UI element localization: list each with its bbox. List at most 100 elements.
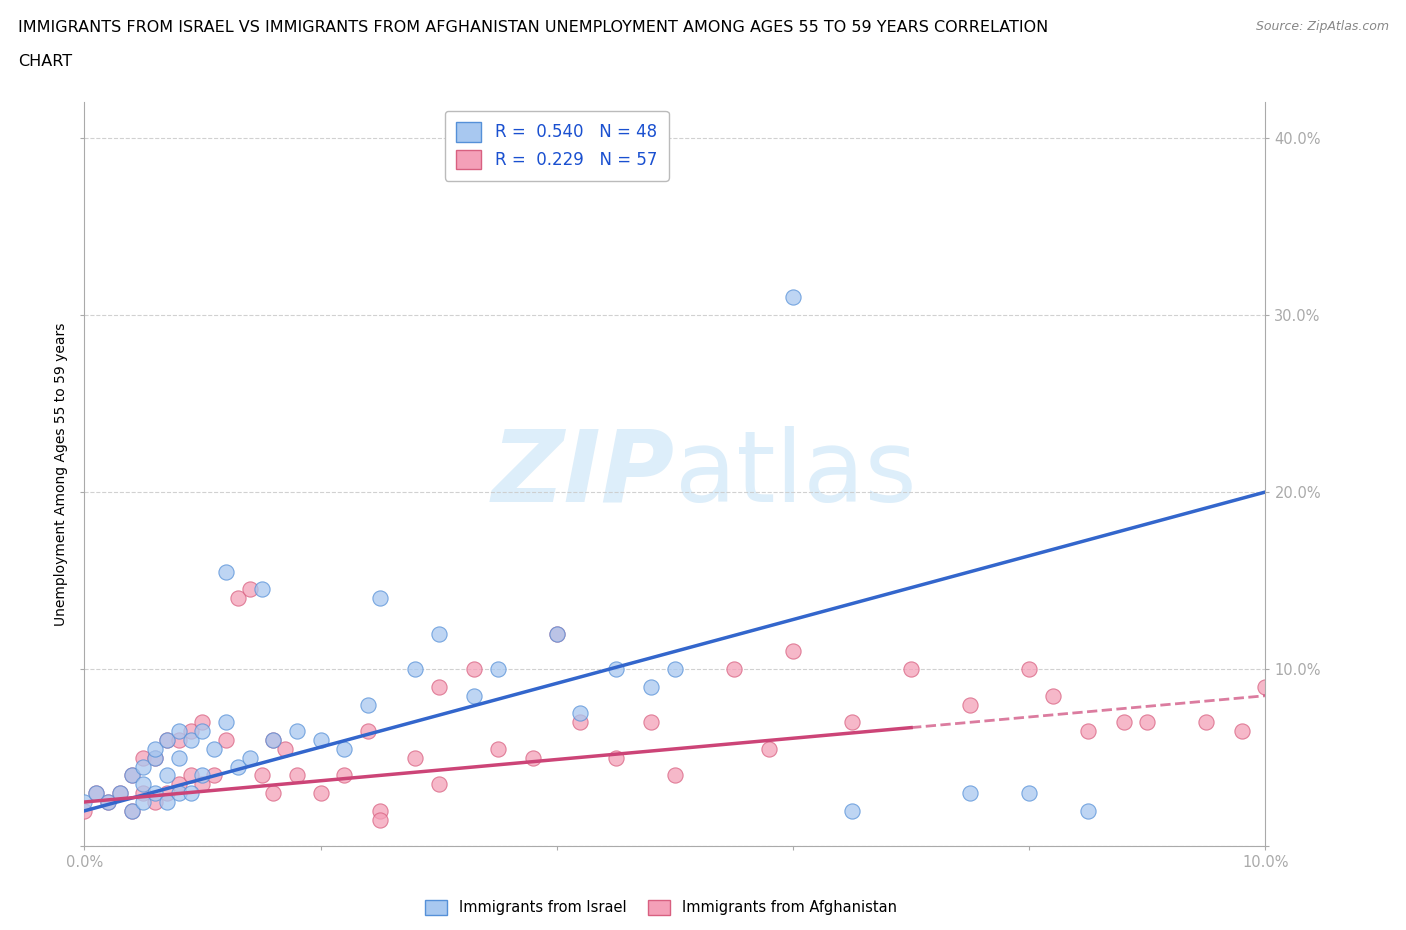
Point — [108, 786, 131, 801]
Point — [486, 662, 509, 677]
Point — [167, 777, 190, 791]
Point — [368, 812, 391, 827]
Point — [202, 741, 225, 756]
Point — [605, 751, 627, 765]
Point — [427, 626, 450, 641]
Point — [309, 786, 332, 801]
Point — [167, 733, 190, 748]
Point — [191, 724, 214, 738]
Point — [1018, 662, 1040, 677]
Point — [959, 786, 981, 801]
Point — [404, 751, 426, 765]
Point — [640, 680, 662, 695]
Y-axis label: Unemployment Among Ages 55 to 59 years: Unemployment Among Ages 55 to 59 years — [55, 323, 69, 626]
Point — [463, 688, 485, 703]
Point — [97, 794, 120, 809]
Point — [569, 715, 592, 730]
Point — [143, 751, 166, 765]
Point — [143, 794, 166, 809]
Point — [357, 698, 380, 712]
Point — [368, 591, 391, 605]
Point — [1254, 680, 1277, 695]
Point — [180, 786, 202, 801]
Point — [239, 582, 262, 597]
Text: IMMIGRANTS FROM ISRAEL VS IMMIGRANTS FROM AFGHANISTAN UNEMPLOYMENT AMONG AGES 55: IMMIGRANTS FROM ISRAEL VS IMMIGRANTS FRO… — [18, 20, 1049, 35]
Point — [285, 768, 308, 783]
Point — [97, 794, 120, 809]
Point — [640, 715, 662, 730]
Point — [664, 768, 686, 783]
Point — [202, 768, 225, 783]
Point — [156, 768, 179, 783]
Point — [841, 804, 863, 818]
Point — [1230, 724, 1253, 738]
Point — [143, 751, 166, 765]
Point — [1112, 715, 1135, 730]
Point — [73, 804, 96, 818]
Point — [1195, 715, 1218, 730]
Point — [143, 741, 166, 756]
Point — [121, 804, 143, 818]
Point — [191, 777, 214, 791]
Text: ZIP: ZIP — [492, 426, 675, 523]
Point — [309, 733, 332, 748]
Point — [121, 768, 143, 783]
Point — [191, 768, 214, 783]
Point — [285, 724, 308, 738]
Point — [121, 768, 143, 783]
Point — [546, 626, 568, 641]
Point — [546, 626, 568, 641]
Point — [427, 777, 450, 791]
Point — [132, 759, 155, 774]
Point — [121, 804, 143, 818]
Point — [132, 786, 155, 801]
Point — [357, 724, 380, 738]
Point — [250, 582, 273, 597]
Point — [1042, 688, 1064, 703]
Point — [463, 662, 485, 677]
Point — [368, 804, 391, 818]
Point — [274, 741, 297, 756]
Point — [215, 565, 238, 579]
Legend: R =  0.540   N = 48, R =  0.229   N = 57: R = 0.540 N = 48, R = 0.229 N = 57 — [444, 111, 669, 180]
Point — [226, 591, 249, 605]
Point — [132, 777, 155, 791]
Point — [73, 794, 96, 809]
Point — [758, 741, 780, 756]
Point — [427, 680, 450, 695]
Point — [1018, 786, 1040, 801]
Point — [167, 786, 190, 801]
Point — [959, 698, 981, 712]
Text: CHART: CHART — [18, 54, 72, 69]
Point — [841, 715, 863, 730]
Point — [239, 751, 262, 765]
Point — [262, 733, 284, 748]
Point — [84, 786, 107, 801]
Point — [262, 786, 284, 801]
Text: Source: ZipAtlas.com: Source: ZipAtlas.com — [1256, 20, 1389, 33]
Point — [723, 662, 745, 677]
Point — [262, 733, 284, 748]
Point — [156, 733, 179, 748]
Point — [664, 662, 686, 677]
Point — [132, 751, 155, 765]
Point — [900, 662, 922, 677]
Point — [143, 786, 166, 801]
Point — [156, 794, 179, 809]
Text: atlas: atlas — [675, 426, 917, 523]
Legend: Immigrants from Israel, Immigrants from Afghanistan: Immigrants from Israel, Immigrants from … — [418, 893, 904, 923]
Point — [167, 724, 190, 738]
Point — [605, 662, 627, 677]
Point — [333, 768, 356, 783]
Point — [569, 706, 592, 721]
Point — [215, 733, 238, 748]
Point — [522, 751, 544, 765]
Point — [180, 768, 202, 783]
Point — [108, 786, 131, 801]
Point — [782, 644, 804, 658]
Point — [180, 724, 202, 738]
Point — [167, 751, 190, 765]
Point — [333, 741, 356, 756]
Point — [404, 662, 426, 677]
Point — [132, 794, 155, 809]
